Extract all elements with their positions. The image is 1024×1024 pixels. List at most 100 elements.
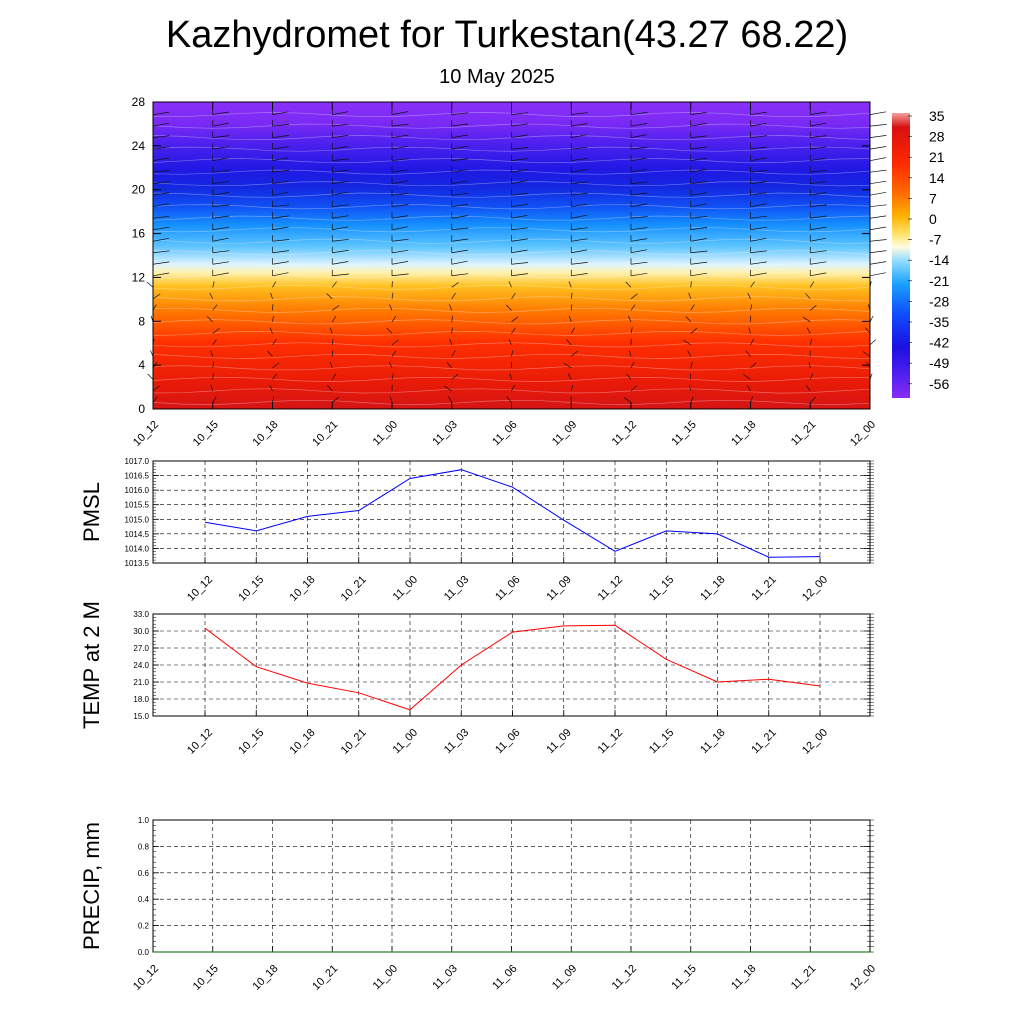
wind-barb: [511, 147, 529, 150]
wind-barb: [750, 272, 767, 277]
x-tick-label: 12_00: [848, 963, 878, 993]
y-tick-label: 4: [138, 358, 145, 372]
wind-barb: [212, 339, 217, 346]
wind-barb: [509, 373, 512, 380]
wind-barb: [750, 215, 768, 219]
wind-barb: [750, 181, 767, 185]
wind-barb: [511, 238, 528, 242]
wind-barb: [750, 237, 767, 242]
wind-barb: [212, 180, 230, 185]
wind-barb: [511, 292, 516, 300]
wind-barb: [690, 146, 708, 150]
y-tick-label: 12: [132, 270, 146, 284]
wind-barb: [212, 204, 230, 208]
wind-barb: [332, 261, 349, 265]
heatmap-field: [153, 102, 870, 409]
wind-barb: [272, 281, 277, 288]
wind-barb: [690, 396, 694, 403]
wind-barb: [750, 396, 753, 403]
wind-barb: [810, 146, 827, 150]
wind-barb: [269, 384, 273, 392]
wind-barb: [511, 384, 515, 392]
wind-barb: [810, 272, 827, 277]
wind-barb: [152, 111, 170, 115]
x-tick-label: 11_09: [544, 727, 574, 757]
wind-barb: [571, 262, 588, 265]
wind-barb: [451, 123, 469, 127]
colorbar-label: 0: [929, 211, 937, 227]
wind-barb: [152, 192, 170, 196]
wind-barb: [212, 373, 214, 380]
wind-barb: [451, 169, 469, 173]
wind-barb: [272, 339, 277, 346]
wind-barb: [451, 204, 469, 208]
wind-barb: [571, 123, 588, 127]
wind-barb: [810, 237, 827, 242]
wind-barb: [505, 304, 512, 311]
wind-barb: [869, 315, 874, 322]
wind-barb: [511, 350, 514, 357]
wind-barb: [630, 361, 635, 369]
wind-barb: [567, 373, 572, 380]
wind-barb: [810, 215, 827, 219]
y-tick-label: 1016.5: [125, 472, 150, 481]
wind-barb: [212, 281, 215, 288]
wind-barb: [869, 146, 887, 150]
wind-barb: [508, 281, 512, 288]
wind-barb: [571, 134, 588, 138]
wind-barb: [451, 158, 469, 162]
wind-barb: [331, 281, 337, 288]
wind-barb: [332, 169, 349, 173]
x-tick-label: 11_00: [371, 963, 401, 993]
wind-barb: [332, 146, 349, 150]
wind-barb: [750, 146, 767, 150]
wind-barb: [212, 122, 229, 127]
wind-barb: [810, 169, 827, 173]
x-tick-label: 10_18: [251, 419, 281, 449]
y-tick-label: 0.0: [138, 948, 150, 957]
wind-barb: [570, 384, 574, 392]
colorbar-label: -7: [929, 232, 942, 248]
wind-barb: [152, 396, 158, 403]
wind-barb: [391, 273, 409, 277]
wind-barb: [750, 250, 768, 254]
chart-title: Kazhydromet for Turkestan(43.27 68.22): [166, 14, 848, 56]
wind-barb: [869, 215, 887, 219]
wind-barb: [690, 192, 708, 196]
wind-barb: [690, 238, 707, 242]
wind-barb: [571, 181, 588, 185]
wind-barb: [331, 338, 334, 345]
colorbar-label: -49: [929, 355, 949, 371]
wind-barb: [750, 304, 753, 311]
wind-barb: [272, 169, 290, 173]
wind-barb: [689, 384, 692, 391]
wind-barb: [272, 396, 275, 403]
wind-barb: [332, 134, 349, 138]
x-tick-label: 10_21: [339, 727, 369, 757]
wind-barb: [690, 227, 708, 231]
wind-barb: [391, 193, 409, 196]
wind-barb: [630, 385, 638, 392]
contour-line: [152, 319, 871, 325]
wind-barb: [391, 180, 409, 185]
wind-barb: [212, 237, 229, 242]
wind-barb: [690, 281, 692, 288]
wind-barb: [869, 111, 887, 115]
wind-barb: [563, 362, 572, 369]
wind-barb: [391, 169, 409, 173]
wind-barb: [272, 111, 289, 115]
wind-barb: [449, 338, 453, 345]
wind-barb: [809, 281, 815, 288]
wind-barb: [810, 180, 827, 185]
wind-barb: [750, 157, 767, 162]
wind-barb: [506, 396, 512, 403]
contour-line: [152, 284, 871, 290]
wind-barb: [269, 327, 273, 334]
wind-barb: [630, 157, 648, 162]
x-tick-label: 12_00: [800, 574, 830, 604]
wind-barb: [690, 181, 708, 185]
wind-barb: [331, 315, 337, 323]
wind-barb: [571, 227, 588, 231]
wind-barb: [329, 327, 333, 334]
wind-barb: [332, 250, 349, 254]
